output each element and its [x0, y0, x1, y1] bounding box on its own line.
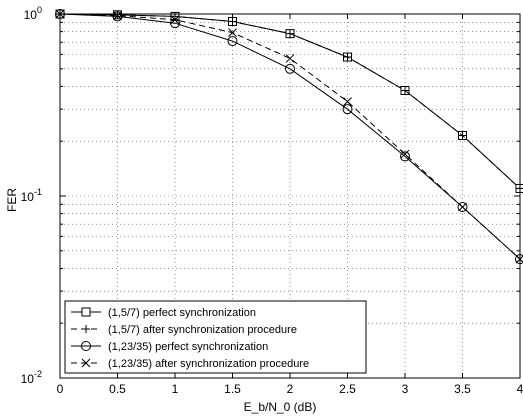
axis-labels: E_b/N_0 (dB) FER [5, 188, 316, 414]
y-tick-exponent: 0 [37, 5, 42, 15]
legend-entry: (1,23/35) after synchronization procedur… [71, 358, 309, 370]
legend: (1,5/7) perfect synchronization (1,5/7) a… [64, 300, 367, 374]
circle-marker [227, 36, 238, 47]
y-tick-base: 10 [21, 190, 35, 204]
x-marker [170, 15, 180, 25]
circle-marker [81, 341, 91, 351]
series-line [59, 13, 521, 260]
x-tick-label: 3 [402, 382, 409, 396]
x-tick-label: 0.5 [109, 382, 126, 396]
x-tick-label: 2 [287, 382, 294, 396]
legend-entry: (1,23/35) perfect synchronization [71, 341, 268, 353]
x-marker [81, 358, 91, 368]
x-marker [285, 54, 295, 63]
x-marker [400, 149, 410, 159]
series-2 [56, 10, 523, 193]
plus-marker [286, 29, 294, 38]
y-tick-exponent: -2 [34, 369, 42, 379]
x-marker [228, 28, 237, 37]
circle-marker [400, 151, 410, 162]
legend-entry: (1,5/7) after synchronization procedure [71, 324, 297, 336]
x-tick-label: 0 [57, 382, 64, 396]
circle-marker [342, 104, 353, 115]
legend-label: (1,23/35) perfect synchronization [108, 341, 268, 353]
y-tick-base: 10 [24, 8, 38, 22]
x-marker [458, 202, 467, 212]
x-tick-label: 1 [172, 382, 179, 396]
y-tick-base: 10 [21, 372, 35, 386]
y-tick-label: 100 [24, 5, 42, 22]
legend-entry: (1,5/7) perfect synchronization [71, 307, 256, 319]
x-tick-label: 2.5 [339, 382, 356, 396]
square-marker [81, 307, 91, 317]
circle-marker [285, 63, 295, 74]
x-tick-label: 3.5 [454, 382, 471, 396]
plus-marker [343, 53, 352, 62]
y-tick-exponent: -1 [34, 187, 42, 197]
circle-marker [457, 202, 468, 213]
plus-marker [458, 131, 467, 140]
y-axis-label: FER [5, 188, 19, 212]
x-marker [343, 97, 352, 106]
x-tick-label: 1.5 [224, 382, 241, 396]
legend-label: (1,5/7) perfect synchronization [108, 307, 256, 319]
plus-marker [82, 325, 90, 333]
y-tick-label: 10-1 [21, 187, 42, 204]
y-tick-label: 10-2 [21, 369, 42, 386]
legend-label: (1,23/35) after synchronization procedur… [108, 358, 309, 370]
series-4 [55, 9, 523, 264]
series-3 [55, 9, 523, 265]
legend-label: (1,5/7) after synchronization procedure [108, 324, 297, 336]
plus-marker [401, 86, 409, 95]
x-axis-label: E_b/N_0 (dB) [244, 400, 317, 414]
series-group [55, 9, 523, 265]
x-tick-label: 4 [517, 382, 523, 396]
legend-box [64, 300, 367, 374]
